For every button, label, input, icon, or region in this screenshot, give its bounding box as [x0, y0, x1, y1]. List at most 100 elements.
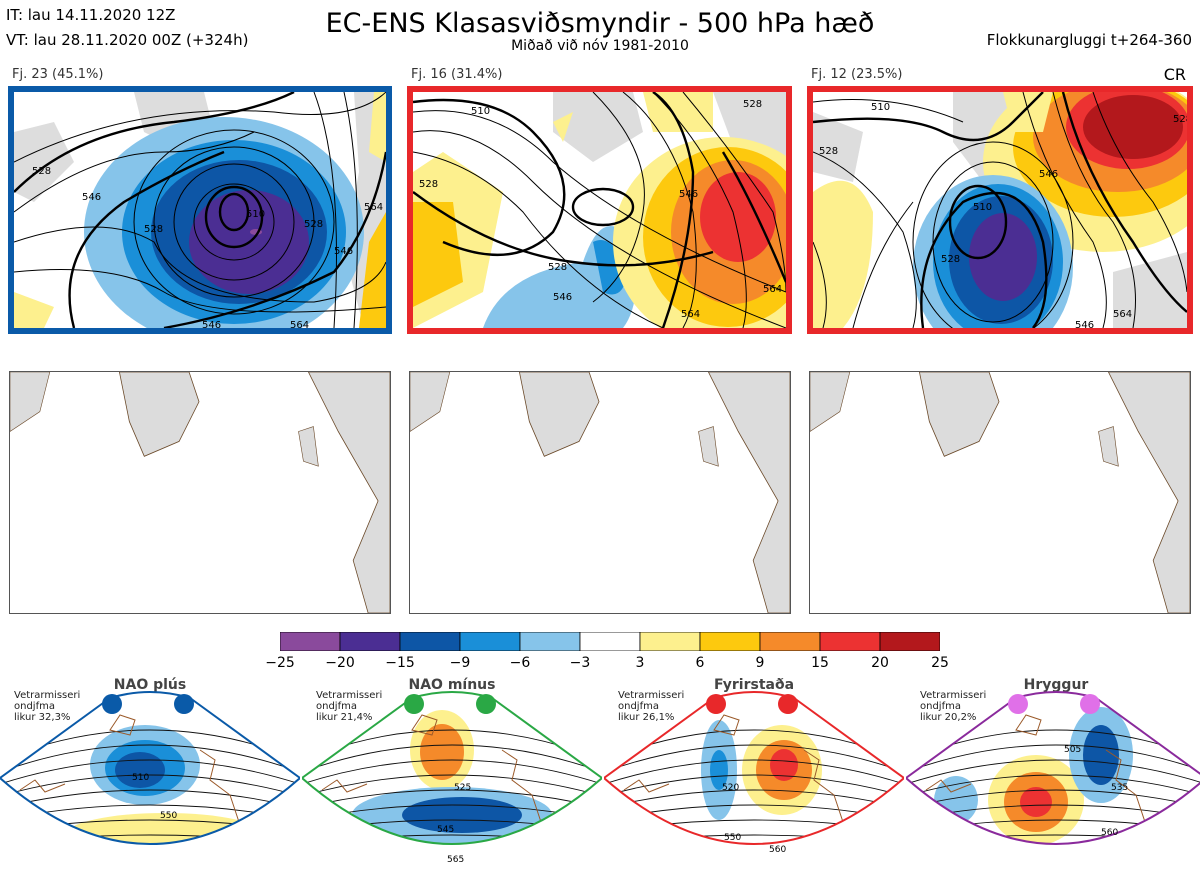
colorbar-swatch [280, 632, 341, 651]
regime-marker-dot [706, 694, 726, 714]
regime-contour-label: 565 [447, 855, 464, 865]
colorbar-swatch [639, 632, 701, 651]
regime-map: 505 535 560 [906, 691, 1200, 845]
colorbar-tick-label: 6 [695, 655, 705, 671]
cluster-1-map: 528 546 510 528 528 546 564 546 564 [8, 86, 392, 334]
contour-label: 546 [82, 192, 101, 203]
contour-label: 546 [1075, 320, 1094, 328]
colorbar-swatch [579, 632, 641, 651]
contour-label: 546 [334, 246, 353, 257]
regime-contour-label: 520 [722, 783, 739, 793]
contour-label: 510 [973, 202, 992, 213]
empty-map-1 [9, 371, 391, 614]
contour-label: 528 [419, 179, 438, 190]
colorbar-swatch [819, 632, 881, 651]
contour-label: 546 [679, 189, 698, 200]
contour-label: 528 [819, 146, 838, 157]
contour-label: 564 [763, 284, 782, 295]
cluster-3-map: 510 528 528 510 546 546 564 528 [807, 86, 1193, 334]
regime-map: 510 550 [0, 691, 300, 845]
contour-label: 546 [553, 292, 572, 303]
contour-label: 528 [1173, 114, 1187, 125]
contour-label: 510 [871, 102, 890, 113]
regime-map: 525 545 565 [302, 691, 602, 865]
colorbar-tick-label: 15 [811, 655, 829, 671]
regime-contour-label: 505 [1064, 745, 1081, 755]
contour-label: 564 [290, 320, 309, 328]
contour-label: 564 [681, 309, 700, 320]
regime-contour-label: 510 [132, 773, 149, 783]
contour-label: 528 [743, 99, 762, 110]
colorbar-swatch [879, 632, 940, 651]
regime-marker-dot [174, 694, 194, 714]
colorbar-tick-label: 9 [755, 655, 765, 671]
regime-title: NAO mínus [408, 677, 496, 693]
regime-marker-dot [102, 694, 122, 714]
contour-label: 528 [941, 254, 960, 265]
page-title: EC-ENS Klasasviðsmyndir - 500 hPa hæð [325, 8, 875, 39]
colorbar-tick-label: −20 [325, 655, 355, 671]
cr-label: CR [1163, 65, 1186, 84]
regime-marker-dot [476, 694, 496, 714]
empty-map-3 [809, 371, 1191, 614]
cluster-3-anomaly-svg: 510 528 528 510 546 546 564 528 [813, 92, 1187, 328]
colorbar [280, 632, 940, 651]
regime-frame [604, 691, 904, 845]
colorbar-tick-label: 3 [635, 655, 645, 671]
regime-probability-note: Vetrarmisseri ondjfma likur 20,2% [920, 690, 987, 723]
cluster-2-label: Fj. 16 (31.4%) [411, 67, 503, 82]
colorbar-swatch [519, 632, 581, 651]
cluster-2-anomaly-svg: 510 528 528 546 546 564 528 564 [413, 92, 786, 328]
regime-map: 520 550 560 [604, 691, 904, 855]
regime-contour-label: 525 [454, 783, 471, 793]
contour-label: 546 [202, 320, 221, 328]
contour-label: 510 [246, 209, 265, 220]
valid-time: VT: lau 28.11.2020 00Z (+324h) [6, 31, 249, 49]
regime-contour-label: 550 [724, 833, 741, 843]
colorbar-tick-label: −9 [449, 655, 471, 671]
colorbar-swatch [399, 632, 461, 651]
colorbar-swatch [339, 632, 401, 651]
colorbar-tick-label: −3 [569, 655, 591, 671]
regime-title: Fyrirstaða [713, 677, 795, 693]
regime-probability-note: Vetrarmisseri ondjfma likur 32,3% [14, 690, 81, 723]
regime-title: NAO plús [113, 677, 187, 693]
regime-marker-dot [404, 694, 424, 714]
regime-contour-label: 545 [437, 825, 454, 835]
regime-contour-label: 560 [769, 845, 786, 855]
colorbar-tick-label: 25 [931, 655, 949, 671]
initial-time: IT: lau 14.11.2020 12Z [6, 6, 176, 24]
contour-label: 528 [144, 224, 163, 235]
classification-window: Flokkunargluggi t+264-360 [986, 31, 1192, 49]
regime-contour-label: 550 [160, 811, 177, 821]
contour-label: 546 [1039, 169, 1058, 180]
colorbar-swatch [699, 632, 761, 651]
contour-label: 564 [364, 202, 383, 213]
colorbar-swatch [759, 632, 821, 651]
cluster-3-label: Fj. 12 (23.5%) [811, 67, 903, 82]
regime-marker-dot [1080, 694, 1100, 714]
regime-contour-label: 535 [1111, 783, 1128, 793]
regime-title: Hryggur [1023, 677, 1089, 693]
contour-label: 528 [548, 262, 567, 273]
regime-frame [906, 691, 1200, 845]
regime-frame [302, 691, 602, 845]
colorbar-tick-label: −25 [265, 655, 295, 671]
regime-marker-dot [778, 694, 798, 714]
page-subtitle: Miðað við nóv 1981-2010 [511, 38, 689, 54]
colorbar-tick-label: 20 [871, 655, 889, 671]
colorbar-tick-label: −15 [385, 655, 415, 671]
empty-map-2 [409, 371, 791, 614]
regime-frame [0, 691, 300, 845]
contour-label: 510 [471, 106, 490, 117]
regime-contour-label: 560 [1101, 828, 1118, 838]
colorbar-swatch [459, 632, 521, 651]
colorbar-tick-label: −6 [509, 655, 531, 671]
contour-label: 528 [304, 219, 323, 230]
regime-marker-dot [1008, 694, 1028, 714]
cluster-1-anomaly-svg: 528 546 510 528 528 546 564 546 564 [14, 92, 386, 328]
contour-label: 564 [1113, 309, 1132, 320]
regime-probability-note: Vetrarmisseri ondjfma likur 26,1% [618, 690, 685, 723]
regime-probability-note: Vetrarmisseri ondjfma likur 21,4% [316, 690, 383, 723]
cluster-1-label: Fj. 23 (45.1%) [12, 67, 104, 82]
